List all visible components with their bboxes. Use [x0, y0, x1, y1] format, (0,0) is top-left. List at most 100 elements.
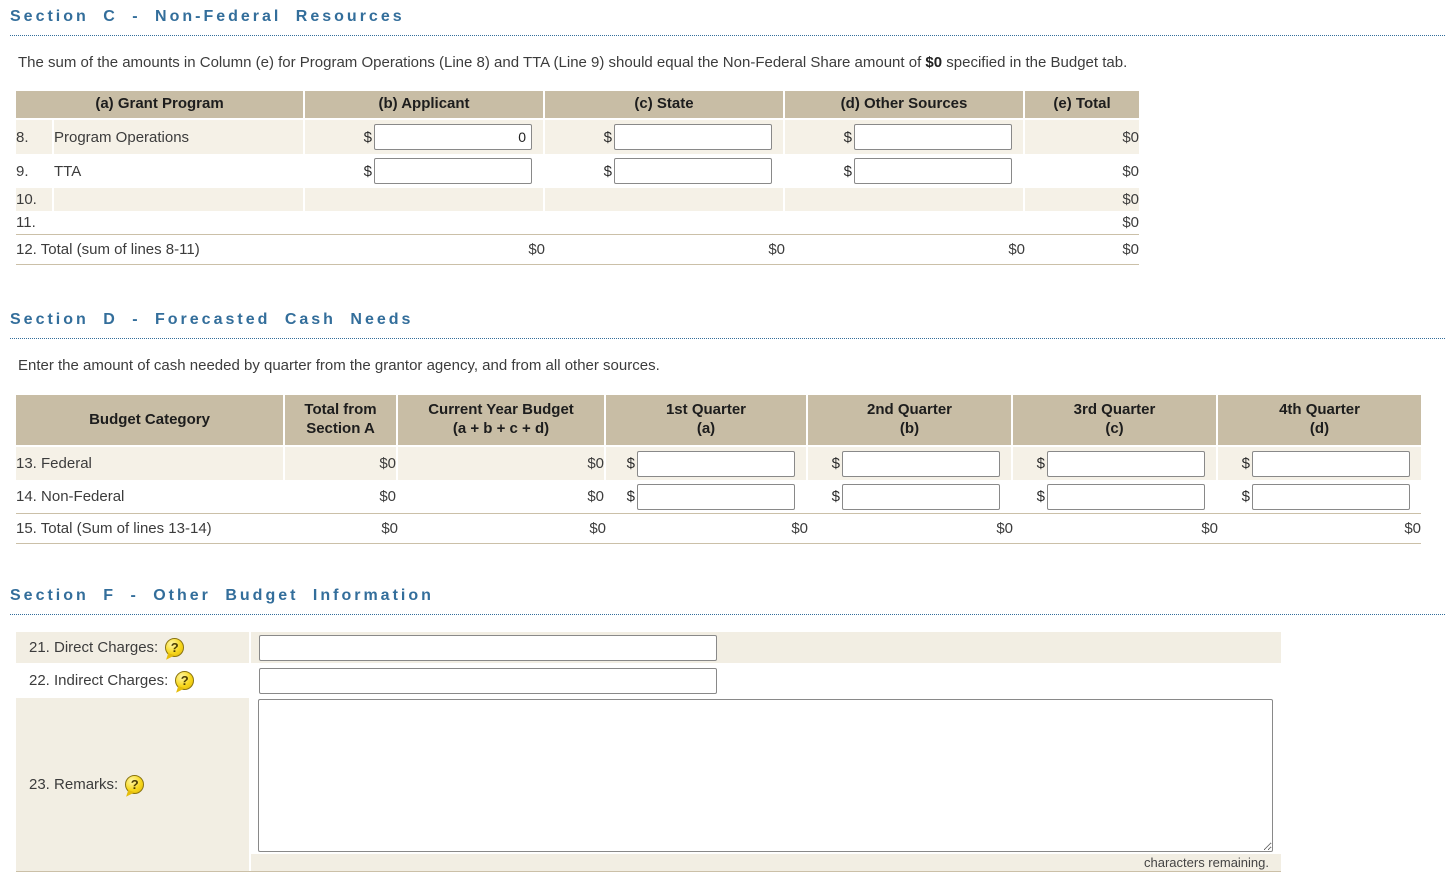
dollar-sign: $	[1241, 455, 1250, 472]
dollar-sign: $	[1036, 488, 1045, 505]
line8-other-sources-input[interactable]	[854, 124, 1013, 150]
help-icon[interactable]: ?	[125, 775, 145, 794]
table-row-line15-total: 15. Total (Sum of lines 13-14) $0 $0 $0 …	[16, 513, 1421, 544]
intro-text-before: The sum of the amounts in Column (e) for…	[18, 54, 926, 71]
line13-q3-input[interactable]	[1047, 450, 1205, 477]
direct-charges-label: 21. Direct Charges:	[29, 639, 159, 656]
help-icon[interactable]: ?	[165, 638, 185, 657]
col-header-3rd-quarter: 3rd Quarter (c)	[1013, 395, 1218, 447]
line12-other-sources-total: $0	[785, 234, 1026, 265]
dollar-sign: $	[626, 455, 635, 472]
dollar-sign: $	[626, 488, 635, 505]
divider	[249, 698, 251, 871]
dollar-sign: $	[843, 162, 853, 180]
line14-q3-input[interactable]	[1047, 483, 1205, 510]
section-c: Section C - Non-Federal Resources The su…	[0, 6, 1445, 265]
dollar-sign: $	[831, 455, 840, 472]
remarks-label-cell: 23. Remarks: ?	[16, 698, 249, 871]
section-d-table: Budget Category Total from Section A Curr…	[16, 395, 1421, 544]
line-number: 8.	[16, 120, 54, 154]
divider	[249, 632, 251, 663]
line15-current-year-budget: $0	[398, 513, 606, 544]
col-header-total-from-section-a: Total from Section A	[285, 395, 398, 447]
line13-total-section-a: $0	[285, 447, 398, 480]
line8-applicant-input[interactable]	[374, 124, 533, 150]
line8-state-input[interactable]	[614, 124, 773, 150]
direct-charges-label-cell: 21. Direct Charges: ?	[16, 632, 249, 663]
divider	[249, 665, 251, 696]
table-row-line10: 10. $0	[16, 188, 1140, 211]
line12-applicant-total: $0	[305, 234, 546, 265]
section-c-title: Section C - Non-Federal Resources	[10, 6, 1445, 36]
intro-text-after: specified in the Budget tab.	[942, 54, 1128, 71]
indirect-charges-label-cell: 22. Indirect Charges: ?	[16, 665, 249, 696]
col-header-total: (e) Total	[1025, 91, 1140, 120]
col-header-other-sources: (d) Other Sources	[785, 91, 1026, 120]
table-row-line8: 8. Program Operations $ $ $ $0	[16, 120, 1140, 154]
line11-total-value: $0	[1122, 214, 1140, 231]
section-f-box: 21. Direct Charges: ? 22. Indirect Charg…	[16, 632, 1281, 872]
col-header-current-year-budget: Current Year Budget (a + b + c + d)	[398, 395, 606, 447]
section-d-header-row: Budget Category Total from Section A Curr…	[16, 395, 1421, 447]
line12-state-total: $0	[545, 234, 786, 265]
line12-total-value: $0	[1025, 234, 1140, 265]
row-label: Program Operations	[54, 120, 306, 154]
col-header-applicant: (b) Applicant	[305, 91, 546, 120]
line14-q1-input[interactable]	[637, 483, 795, 510]
indirect-charges-label: 22. Indirect Charges:	[29, 672, 169, 689]
indirect-charges-input[interactable]	[259, 667, 717, 694]
line14-current-year-budget: $0	[398, 480, 606, 513]
section-d: Section D - Forecasted Cash Needs Enter …	[0, 309, 1445, 544]
col-header-grant-program: (a) Grant Program	[16, 91, 306, 120]
section-c-header-row: (a) Grant Program (b) Applicant (c) Stat…	[16, 91, 1140, 120]
col-header-1st-quarter: 1st Quarter (a)	[606, 395, 808, 447]
dollar-sign: $	[363, 128, 373, 146]
total-row-label: 15. Total (Sum of lines 13-14)	[16, 513, 285, 544]
remarks-row: 23. Remarks: ? characters remaining.	[16, 698, 1281, 871]
indirect-charges-row: 22. Indirect Charges: ?	[16, 665, 1281, 696]
line9-other-sources-input[interactable]	[854, 158, 1013, 184]
help-icon[interactable]: ?	[175, 671, 195, 690]
dollar-sign: $	[603, 162, 613, 180]
direct-charges-row: 21. Direct Charges: ?	[16, 632, 1281, 663]
remarks-textarea[interactable]	[258, 699, 1273, 852]
dollar-sign: $	[1036, 455, 1045, 472]
table-row-line12-total: 12. Total (sum of lines 8-11) $0 $0 $0 $…	[16, 234, 1140, 265]
line15-q1-total: $0	[606, 513, 808, 544]
line14-total-section-a: $0	[285, 480, 398, 513]
line10-total-value: $0	[1025, 188, 1140, 211]
line13-q4-input[interactable]	[1252, 450, 1410, 477]
dollar-sign: $	[603, 128, 613, 146]
table-row-line9: 9. TTA $ $ $ $0	[16, 154, 1139, 188]
dollar-sign: $	[363, 162, 373, 180]
line8-total-value: $0	[1025, 120, 1140, 154]
line13-q1-input[interactable]	[637, 450, 795, 477]
line14-q4-input[interactable]	[1252, 483, 1410, 510]
total-row-label: 12. Total (sum of lines 8-11)	[16, 234, 306, 265]
line-number: 11.	[16, 211, 54, 234]
col-header-2nd-quarter: 2nd Quarter (b)	[808, 395, 1013, 447]
dollar-sign: $	[831, 488, 840, 505]
line14-q2-input[interactable]	[842, 483, 1000, 510]
row-label: TTA	[54, 154, 306, 188]
section-c-table: (a) Grant Program (b) Applicant (c) Stat…	[16, 91, 1140, 265]
line-number: 9.	[16, 154, 54, 188]
line9-state-input[interactable]	[614, 158, 773, 184]
section-d-intro: Enter the amount of cash needed by quart…	[18, 357, 660, 374]
line13-q2-input[interactable]	[842, 450, 1000, 477]
col-header-state: (c) State	[545, 91, 786, 120]
direct-charges-input[interactable]	[259, 634, 717, 661]
table-row-line11: 11. $0	[16, 211, 1139, 234]
line9-applicant-input[interactable]	[374, 158, 533, 184]
row-label: 13. Federal	[16, 447, 285, 480]
section-f-title: Section F - Other Budget Information	[10, 585, 1445, 615]
line15-q4-total: $0	[1218, 513, 1421, 544]
non-federal-share-amount: $0	[925, 54, 943, 71]
line15-q2-total: $0	[808, 513, 1013, 544]
table-row-line14: 14. Non-Federal $0 $0 $ $ $ $	[16, 480, 1421, 513]
dollar-sign: $	[1241, 488, 1250, 505]
line15-q3-total: $0	[1013, 513, 1218, 544]
line9-total-value: $0	[1122, 162, 1140, 180]
remarks-label: 23. Remarks:	[29, 776, 119, 793]
